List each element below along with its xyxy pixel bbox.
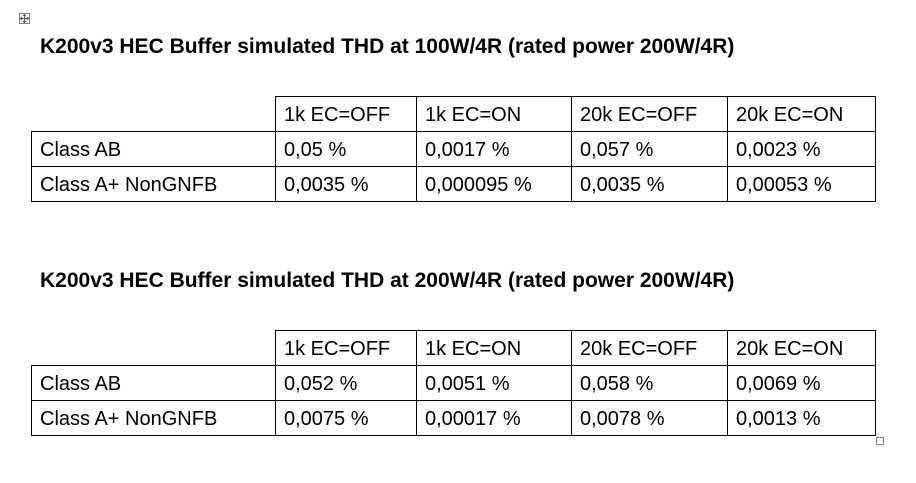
table-move-handle[interactable]	[19, 13, 30, 24]
table-corner-cell	[31, 330, 276, 366]
row-label[interactable]: Class A+ NonGNFB	[31, 400, 276, 436]
table-cell[interactable]: 0,00017 %	[416, 400, 572, 436]
row-label[interactable]: Class A+ NonGNFB	[31, 166, 276, 202]
table-cell[interactable]: 0,0013 %	[727, 400, 876, 436]
table-cell[interactable]: 0,0069 %	[727, 365, 876, 401]
table-cell[interactable]: 0,05 %	[275, 131, 417, 167]
table-cell[interactable]: 0,000095 %	[416, 166, 572, 202]
table-row: Class AB 0,052 % 0,0051 % 0,058 % 0,0069…	[31, 365, 876, 401]
table-header-row: 1k EC=OFF 1k EC=ON 20k EC=OFF 20k EC=ON	[31, 96, 876, 132]
table-cell[interactable]: 0,0075 %	[275, 400, 417, 436]
move-arrows-icon	[20, 14, 29, 23]
column-header[interactable]: 1k EC=OFF	[275, 96, 417, 132]
table-2-title: K200v3 HEC Buffer simulated THD at 200W/…	[40, 269, 735, 292]
column-header[interactable]: 20k EC=OFF	[571, 96, 728, 132]
table-cell[interactable]: 0,0078 %	[571, 400, 728, 436]
table-row: Class A+ NonGNFB 0,0035 % 0,000095 % 0,0…	[31, 166, 876, 202]
table-corner-cell	[31, 96, 276, 132]
table-row: Class A+ NonGNFB 0,0075 % 0,00017 % 0,00…	[31, 400, 876, 436]
column-header[interactable]: 1k EC=ON	[416, 330, 572, 366]
table-cell[interactable]: 0,0023 %	[727, 131, 876, 167]
thd-table-200w: 1k EC=OFF 1k EC=ON 20k EC=OFF 20k EC=ON …	[31, 330, 876, 436]
column-header[interactable]: 20k EC=OFF	[571, 330, 728, 366]
column-header[interactable]: 1k EC=OFF	[275, 330, 417, 366]
column-header[interactable]: 1k EC=ON	[416, 96, 572, 132]
row-label[interactable]: Class AB	[31, 365, 276, 401]
column-header[interactable]: 20k EC=ON	[727, 96, 876, 132]
row-label[interactable]: Class AB	[31, 131, 276, 167]
table-cell[interactable]: 0,0051 %	[416, 365, 572, 401]
table-header-row: 1k EC=OFF 1k EC=ON 20k EC=OFF 20k EC=ON	[31, 330, 876, 366]
table-cell[interactable]: 0,057 %	[571, 131, 728, 167]
table-cell[interactable]: 0,0017 %	[416, 131, 572, 167]
table-1-title: K200v3 HEC Buffer simulated THD at 100W/…	[40, 35, 735, 58]
table-cell[interactable]: 0,00053 %	[727, 166, 876, 202]
thd-table-100w: 1k EC=OFF 1k EC=ON 20k EC=OFF 20k EC=ON …	[31, 96, 876, 202]
table-resize-handle[interactable]	[876, 437, 884, 445]
column-header[interactable]: 20k EC=ON	[727, 330, 876, 366]
table-cell[interactable]: 0,058 %	[571, 365, 728, 401]
table-cell[interactable]: 0,052 %	[275, 365, 417, 401]
table-cell[interactable]: 0,0035 %	[275, 166, 417, 202]
table-row: Class AB 0,05 % 0,0017 % 0,057 % 0,0023 …	[31, 131, 876, 167]
table-cell[interactable]: 0,0035 %	[571, 166, 728, 202]
